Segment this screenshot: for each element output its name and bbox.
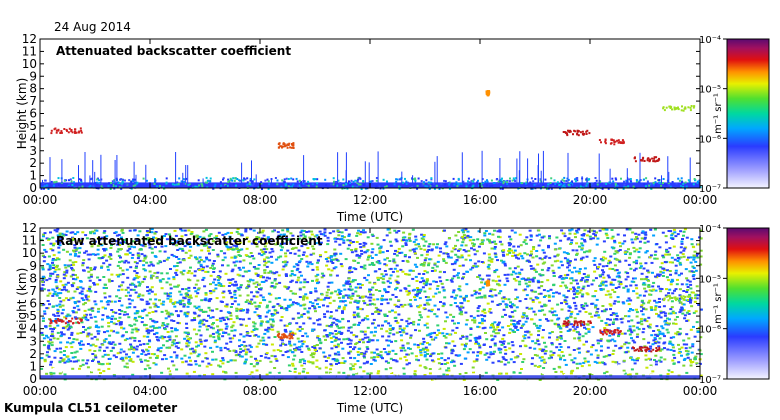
y-tick-label: 10 (22, 246, 37, 260)
panel2-title: Raw attenuated backscatter coefficient (56, 234, 323, 248)
y-tick-label: 12 (22, 32, 37, 46)
colorbar-tick-label: 10⁻⁶ (699, 134, 721, 145)
x-tick-label: 20:00 (573, 193, 608, 207)
y-tick-label: 8 (29, 271, 37, 285)
instrument-label: Kumpula CL51 ceilometer (4, 401, 178, 415)
y-tick-label: 0 (29, 372, 37, 386)
y-tick-label: 4 (29, 322, 37, 336)
colorbar-tick-label: 10⁻⁴ (699, 35, 721, 46)
x-tick-label: 00:00 (23, 384, 58, 398)
colorbar-tick-label: 10⁻⁶ (699, 325, 721, 336)
y-tick-label: 6 (29, 107, 37, 121)
colorbar-tick-label: 10⁻⁷ (699, 375, 721, 386)
x-tick-label: 04:00 (133, 193, 168, 207)
y-tick-label: 3 (29, 334, 37, 348)
x-tick-label: 12:00 (353, 384, 388, 398)
y-tick-label: 7 (29, 284, 37, 298)
y-axis-label: Height (km) (15, 268, 29, 339)
x-tick-label: 08:00 (243, 193, 278, 207)
y-axis-label: Height (km) (15, 78, 29, 149)
colorbar-tick-label: 10⁻⁵ (699, 85, 721, 96)
x-tick-label: 00:00 (683, 384, 718, 398)
y-tick-label: 11 (22, 234, 37, 248)
colorbar: 10⁻⁴ 10⁻⁵ 10⁻⁶ 10⁻⁷ m⁻¹ sr⁻¹ (699, 35, 770, 195)
x-axis-label: Time (UTC) (336, 401, 403, 415)
y-tick-label: 8 (29, 82, 37, 96)
x-tick-label: 04:00 (133, 384, 168, 398)
y-tick-label: 0 (29, 181, 37, 195)
y-tick-label: 5 (29, 309, 37, 323)
x-tick-label: 16:00 (463, 193, 498, 207)
y-tick-label: 1 (29, 359, 37, 373)
x-axis-label: Time (UTC) (336, 210, 403, 224)
y-tick-label: 7 (29, 94, 37, 108)
y-tick-label: 12 (22, 221, 37, 235)
plot-area (40, 39, 700, 188)
x-tick-label: 12:00 (353, 193, 388, 207)
y-tick-label: 10 (22, 57, 37, 71)
y-tick-label: 3 (29, 144, 37, 158)
y-tick-label: 9 (29, 259, 37, 273)
colorbar-tick-label: 10⁻⁷ (699, 184, 721, 195)
x-tick-label: 20:00 (573, 384, 608, 398)
y-tick-label: 11 (22, 44, 37, 58)
colorbar-tick-label: 10⁻⁵ (699, 274, 721, 285)
y-tick-label: 9 (29, 69, 37, 83)
colorbar: 10⁻⁴ 10⁻⁵ 10⁻⁶ 10⁻⁷ m⁻¹ sr⁻¹ (699, 224, 770, 386)
y-tick-label: 4 (29, 131, 37, 145)
x-tick-label: 00:00 (23, 193, 58, 207)
y-tick-label: 2 (29, 347, 37, 361)
colorbar-tick-label: 10⁻⁴ (699, 224, 721, 235)
panel1-title: Attenuated backscatter coefficient (56, 44, 292, 58)
y-tick-label: 5 (29, 119, 37, 133)
colorbar-label: m⁻¹ sr⁻¹ (713, 93, 724, 134)
date-label: 24 Aug 2014 (54, 20, 131, 34)
x-tick-label: 08:00 (243, 384, 278, 398)
colorbar-label: m⁻¹ sr⁻¹ (713, 283, 724, 324)
x-tick-label: 00:00 (683, 193, 718, 207)
y-tick-label: 1 (29, 169, 37, 183)
y-tick-label: 6 (29, 297, 37, 311)
y-tick-label: 2 (29, 156, 37, 170)
x-tick-label: 16:00 (463, 384, 498, 398)
